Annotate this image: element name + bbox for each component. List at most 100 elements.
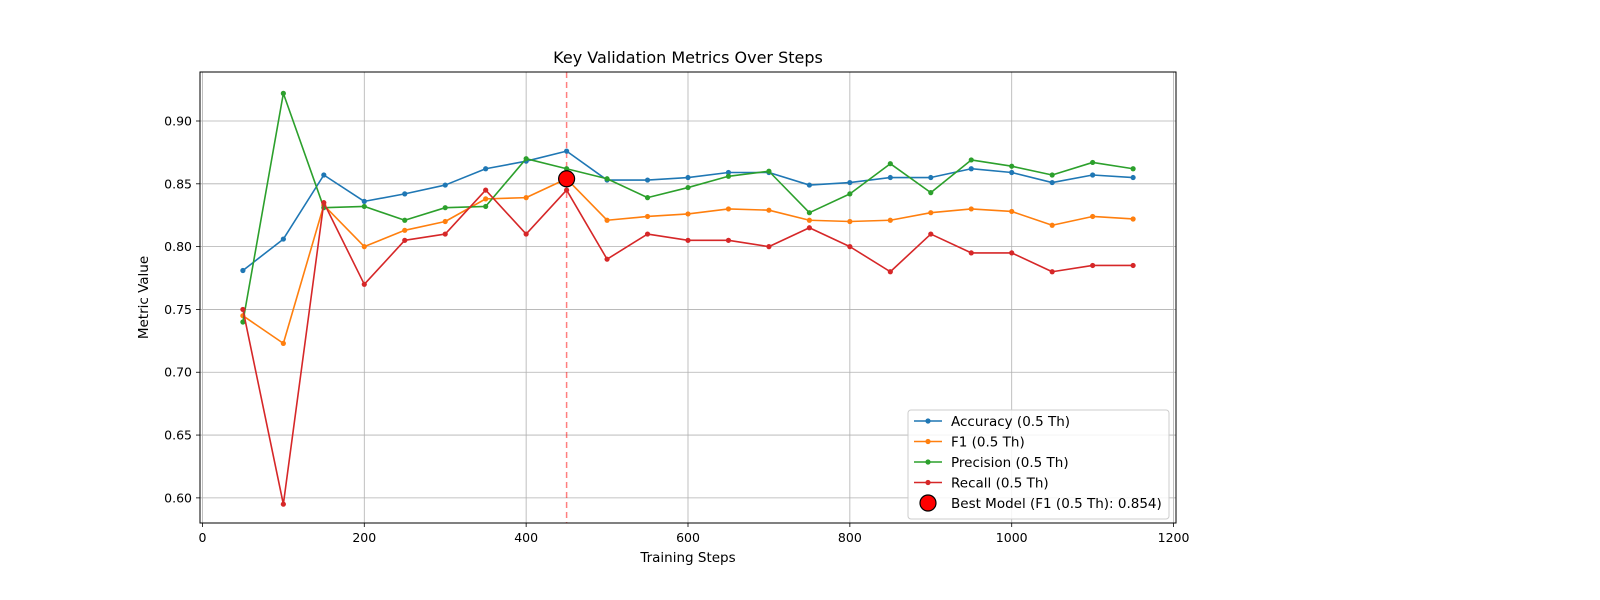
data-point — [806, 182, 812, 188]
x-tick-label: 1200 — [1158, 530, 1190, 545]
data-point — [361, 198, 367, 204]
data-point — [1130, 216, 1136, 222]
legend: Accuracy (0.5 Th) F1 (0.5 Th) Precision (0… — [907, 409, 1170, 520]
data-point — [1009, 250, 1015, 256]
data-point — [644, 195, 651, 201]
data-point — [847, 179, 853, 186]
x-axis-ticks: 0 200 400 600 800 1000 1200 — [198, 523, 1190, 545]
y-tick-label: 0.65 — [164, 428, 192, 443]
data-point — [847, 218, 853, 225]
legend-item: Precision (0.5 Th) — [914, 455, 1069, 471]
data-point — [321, 200, 327, 206]
data-point — [928, 231, 934, 237]
data-point — [644, 213, 651, 220]
data-point — [928, 174, 934, 181]
data-point — [240, 319, 246, 325]
data-point — [564, 166, 570, 172]
y-tick-label: 0.90 — [164, 113, 192, 128]
data-point — [847, 244, 853, 250]
y-tick-label: 0.70 — [164, 365, 192, 380]
x-tick-label: 1000 — [996, 530, 1028, 545]
data-point — [1049, 179, 1055, 186]
x-tick-label: 0 — [198, 530, 206, 545]
data-point — [725, 173, 732, 179]
data-point — [442, 231, 448, 237]
data-point — [1130, 262, 1136, 269]
x-axis-label: Training Steps — [639, 550, 735, 566]
data-point — [887, 161, 893, 167]
data-point — [442, 182, 448, 188]
data-point — [361, 203, 367, 210]
legend-item-best-model: Best Model (F1 (0.5 Th): 0.854) — [919, 494, 1162, 512]
data-point — [806, 210, 812, 216]
data-point — [1090, 262, 1096, 269]
data-point — [1090, 172, 1096, 178]
data-point — [483, 196, 489, 202]
data-point — [887, 174, 893, 181]
data-point — [483, 166, 489, 172]
legend-marker-swatch — [925, 418, 931, 424]
y-tick-label: 0.75 — [164, 302, 192, 317]
data-point — [240, 267, 246, 274]
data-point — [604, 256, 610, 262]
y-tick-label: 0.80 — [164, 239, 192, 254]
data-point — [442, 205, 448, 211]
y-tick-label: 0.85 — [164, 176, 192, 191]
data-point — [887, 217, 893, 223]
data-point — [523, 195, 529, 201]
data-point — [968, 250, 974, 256]
y-axis-label: Metric Value — [136, 256, 152, 339]
legend-item: Recall (0.5 Th) — [914, 476, 1049, 492]
data-point — [644, 231, 651, 237]
data-point — [928, 190, 934, 196]
data-point — [968, 157, 974, 163]
data-point — [685, 237, 691, 243]
data-point — [806, 225, 812, 231]
legend-marker-swatch — [925, 438, 931, 445]
data-point — [402, 227, 408, 233]
data-point — [644, 177, 651, 183]
data-point — [523, 156, 529, 162]
y-axis-ticks: 0.60 0.65 0.70 0.75 0.80 0.85 0.90 — [164, 113, 200, 505]
data-point — [240, 306, 246, 313]
data-point — [725, 169, 732, 176]
data-point — [766, 244, 772, 250]
legend-marker-swatch — [925, 459, 931, 465]
data-point — [280, 501, 286, 507]
data-point — [1130, 166, 1136, 172]
x-tick-label: 200 — [352, 530, 376, 545]
legend-item: F1 (0.5 Th) — [914, 435, 1025, 451]
best-model-marker — [558, 170, 576, 188]
data-point — [766, 168, 772, 174]
data-point — [1090, 159, 1096, 166]
data-point — [361, 281, 367, 287]
data-point — [725, 237, 732, 243]
x-tick-label: 400 — [514, 530, 538, 545]
data-point — [1130, 174, 1136, 181]
legend-item: Accuracy (0.5 Th) — [914, 414, 1070, 430]
chart-title: Key Validation Metrics Over Steps — [553, 48, 823, 67]
legend-label: Precision (0.5 Th) — [951, 455, 1069, 471]
data-point — [968, 166, 974, 172]
data-point — [604, 217, 610, 223]
legend-label: F1 (0.5 Th) — [951, 435, 1025, 451]
data-point — [1049, 172, 1055, 178]
data-point — [280, 236, 286, 242]
series-precision — [240, 90, 1136, 325]
data-point — [806, 217, 812, 223]
legend-box — [907, 409, 1170, 520]
series-group — [240, 90, 1136, 507]
data-point — [280, 90, 286, 96]
data-point — [887, 269, 893, 275]
data-point — [685, 211, 691, 217]
data-point — [1049, 269, 1055, 275]
data-point — [321, 172, 327, 178]
x-tick-label: 800 — [838, 530, 862, 545]
data-point — [847, 191, 853, 197]
legend-label: Recall (0.5 Th) — [951, 476, 1049, 492]
data-point — [483, 203, 489, 210]
data-point — [928, 210, 934, 216]
data-point — [1009, 163, 1015, 169]
data-point — [685, 184, 691, 191]
